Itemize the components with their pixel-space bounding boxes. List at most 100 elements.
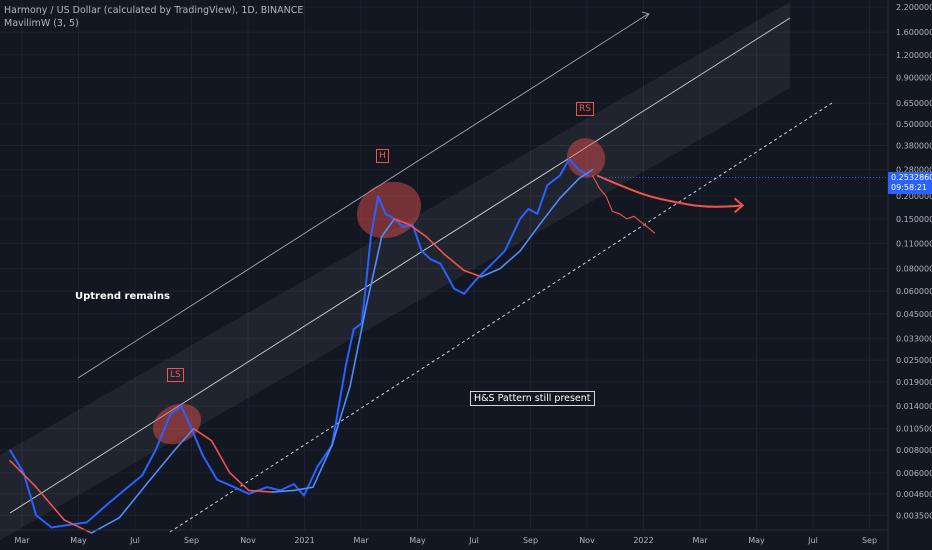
projection-curve	[596, 174, 743, 208]
y-tick-label: 0.20000000	[896, 192, 932, 201]
price-point	[293, 483, 295, 485]
mavilim-segment	[145, 449, 176, 485]
price-point	[536, 212, 539, 215]
mavilim-segment	[90, 516, 121, 534]
right-shoulder-label: RS	[576, 102, 594, 116]
time-axis[interactable]: Mar May Jul Sep Nov 2021 Mar May Jul Sep Nov 2022 Ma…	[0, 529, 888, 545]
x-tick-label: Mar	[353, 536, 369, 545]
y-tick-label: 1.60000000	[896, 28, 932, 37]
price-point	[141, 474, 143, 477]
x-tick-label: 2021	[294, 536, 314, 545]
uptrend-note: Uptrend remains	[75, 291, 170, 302]
price-point	[233, 486, 236, 489]
price-point	[169, 414, 171, 416]
y-tick-label: 2.20000000	[896, 3, 932, 12]
mavilim-segment	[541, 197, 561, 223]
grid-lines	[0, 0, 888, 530]
price-point	[9, 449, 11, 451]
channel-mid-line	[9, 17, 791, 514]
mavilim-segment	[463, 269, 483, 278]
pattern-note: H&S Pattern still present	[470, 391, 595, 406]
mavilim-segment	[247, 489, 274, 493]
channel-band	[0, 2, 790, 540]
bar-countdown: 09:58:21	[891, 183, 927, 192]
price-point	[123, 489, 125, 492]
price-point	[503, 250, 506, 252]
price-point	[67, 524, 70, 526]
x-tick-label: Jul	[468, 536, 479, 545]
price-point	[266, 486, 268, 489]
price-point	[453, 287, 455, 290]
y-tick-label: 0.01900000	[896, 378, 932, 387]
mavilim-segment	[444, 254, 465, 272]
mavilim-segment	[578, 168, 594, 180]
y-tick-label: 1.20000000	[896, 51, 932, 60]
y-tick-label: 0.28000000	[896, 166, 932, 175]
mavilim-segment	[173, 427, 195, 451]
mavilim-segment	[408, 223, 427, 238]
y-tick-label: 0.90000000	[896, 74, 932, 83]
y-tick-label: 0.15000000	[896, 215, 932, 224]
y-tick-label: 0.00460000	[896, 490, 932, 499]
chart-marks	[9, 138, 888, 534]
price-point	[377, 195, 379, 197]
price-point	[429, 258, 432, 260]
y-tick-label: 0.38000000	[896, 142, 932, 151]
x-tick-label: May	[70, 536, 87, 545]
projection-arrowhead	[733, 197, 745, 214]
price-point	[519, 218, 521, 220]
price-point	[370, 235, 372, 238]
indicator-label[interactable]: MavilimW (3, 5)	[4, 18, 79, 29]
price-point	[568, 158, 570, 160]
mavilim-segment	[559, 177, 580, 199]
price-point	[527, 208, 530, 210]
price-point	[180, 405, 182, 407]
x-tick-label: May	[748, 536, 765, 545]
y-tick-label: 0.02500000	[896, 356, 932, 365]
mavilim-segment	[331, 385, 351, 447]
price-point	[411, 223, 414, 226]
x-tick-label: Sep	[862, 536, 877, 545]
left-shoulder-label: LS	[167, 368, 184, 382]
x-tick-label: 2022	[633, 536, 653, 545]
price-point	[303, 494, 305, 497]
price-axis[interactable]: 2.20000000 1.60000000 1.20000000 0.90000000…	[887, 0, 932, 550]
y-tick-label: 0.01400000	[896, 402, 932, 411]
y-tick-label: 0.00350000	[896, 511, 932, 520]
channel-upper-line	[77, 13, 649, 379]
price-point	[86, 521, 88, 524]
mavilim-segment	[425, 235, 446, 256]
y-tick-label: 0.01050000	[896, 425, 932, 434]
price-point	[546, 184, 549, 186]
last-price-tag: 0.25328608 09:58:21	[888, 172, 932, 194]
y-tick-label: 0.08000000	[896, 264, 932, 273]
x-tick-label: Nov	[240, 536, 256, 545]
price-point	[578, 168, 580, 171]
price-point	[559, 174, 561, 177]
mavilim-segment	[118, 483, 148, 519]
y-tick-label: 0.65000000	[896, 99, 932, 108]
mavilim-segment	[393, 218, 410, 226]
mavilim-segment	[271, 489, 295, 493]
mavilim-segment	[228, 472, 250, 492]
y-tick-label: 0.06000000	[896, 287, 932, 296]
mavilim-segment	[480, 267, 502, 278]
x-tick-label: Jul	[129, 536, 140, 545]
x-tick-label: Mar	[14, 536, 30, 545]
mavilim-segment	[63, 519, 93, 534]
price-line[interactable]	[9, 158, 589, 529]
price-point	[189, 424, 191, 426]
y-tick-label: 0.50000000	[896, 120, 932, 129]
x-tick-label: Nov	[579, 536, 595, 545]
y-tick-label: 0.04500000	[896, 310, 932, 319]
price-point	[105, 504, 108, 506]
price-point	[35, 514, 38, 517]
x-tick-label: Sep	[523, 536, 538, 545]
price-point	[154, 449, 157, 451]
head-label: H	[376, 149, 389, 163]
price-point	[50, 526, 53, 529]
y-tick-label: 0.11000000	[896, 239, 932, 248]
mavilim-segment	[499, 250, 521, 270]
